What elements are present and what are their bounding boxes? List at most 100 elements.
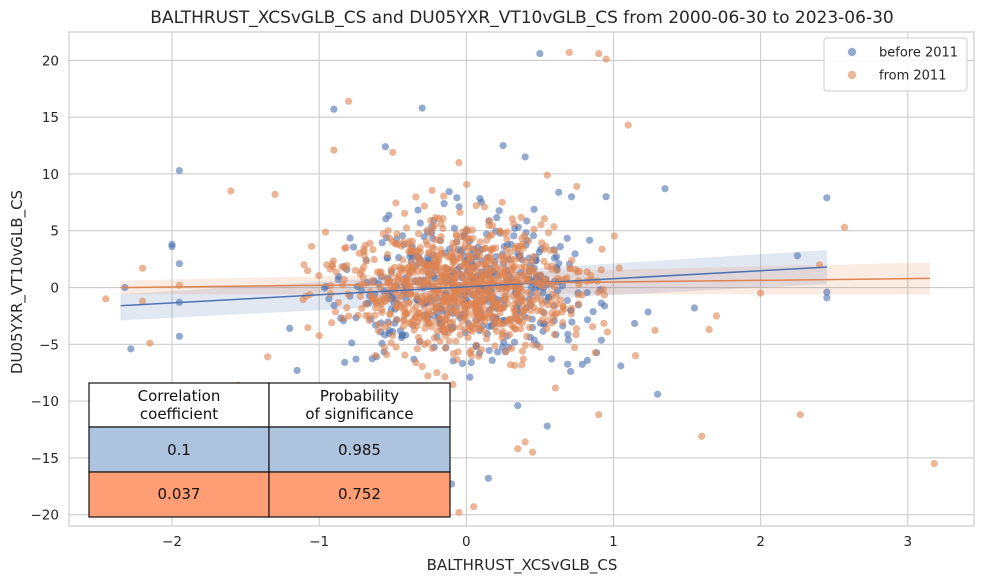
point-before-2011 [536, 49, 544, 58]
point-from-2011 [406, 248, 415, 256]
point-from-2011 [631, 352, 640, 360]
point-before-2011 [555, 188, 563, 196]
point-from-2011 [399, 322, 407, 331]
y-tick-label: −5 [39, 337, 59, 353]
point-from-2011 [480, 203, 488, 211]
point-before-2011 [175, 332, 183, 340]
point-from-2011 [567, 310, 575, 318]
point-from-2011 [445, 337, 453, 345]
point-from-2011 [494, 265, 502, 273]
point-from-2011 [439, 325, 447, 334]
point-before-2011 [530, 205, 538, 213]
point-from-2011 [583, 268, 591, 276]
table-value-before-2011-probability: 0.985 [338, 441, 381, 459]
table-cell-from-2011-correlation [88, 471, 270, 518]
point-from-2011 [502, 286, 510, 294]
y-tick-label: 10 [42, 167, 59, 183]
point-from-2011 [482, 335, 491, 343]
point-from-2011 [439, 224, 447, 233]
point-from-2011 [449, 239, 457, 247]
point-from-2011 [441, 294, 450, 302]
point-before-2011 [349, 243, 358, 251]
point-before-2011 [823, 294, 831, 302]
point-from-2011 [524, 271, 533, 279]
point-from-2011 [396, 263, 404, 271]
point-from-2011 [413, 345, 421, 353]
point-from-2011 [540, 215, 549, 223]
point-from-2011 [566, 264, 574, 273]
point-from-2011 [334, 298, 342, 307]
point-from-2011 [461, 304, 469, 312]
x-tick-label: −1 [309, 534, 329, 550]
point-from-2011 [930, 459, 938, 468]
point-before-2011 [589, 308, 597, 316]
table-header-line: Correlation [138, 387, 221, 405]
point-from-2011 [300, 261, 308, 269]
point-from-2011 [430, 334, 438, 342]
point-from-2011 [413, 294, 421, 302]
point-from-2011 [549, 302, 557, 310]
point-from-2011 [554, 274, 562, 283]
point-before-2011 [488, 356, 496, 365]
point-from-2011 [383, 350, 391, 359]
point-from-2011 [568, 304, 576, 312]
point-before-2011 [529, 231, 538, 240]
point-from-2011 [559, 302, 567, 310]
point-from-2011 [441, 270, 449, 278]
point-from-2011 [454, 311, 463, 320]
point-from-2011 [387, 339, 395, 347]
point-from-2011 [328, 319, 336, 327]
point-before-2011 [346, 234, 354, 242]
point-before-2011 [381, 331, 389, 339]
point-from-2011 [474, 260, 482, 268]
point-before-2011 [823, 194, 831, 202]
point-from-2011 [424, 372, 432, 380]
point-from-2011 [472, 202, 480, 210]
y-tick-label: 0 [50, 281, 59, 297]
point-from-2011 [465, 255, 473, 264]
point-from-2011 [453, 356, 461, 364]
point-from-2011 [551, 384, 560, 392]
point-before-2011 [168, 240, 176, 248]
point-from-2011 [544, 229, 553, 237]
point-from-2011 [405, 263, 413, 271]
point-from-2011 [362, 257, 370, 265]
point-from-2011 [511, 244, 519, 252]
point-before-2011 [583, 316, 592, 324]
point-from-2011 [481, 244, 489, 253]
point-from-2011 [481, 329, 489, 337]
point-from-2011 [574, 300, 582, 308]
point-before-2011 [175, 166, 183, 175]
point-from-2011 [427, 229, 435, 237]
point-from-2011 [502, 347, 510, 356]
point-from-2011 [431, 213, 440, 222]
point-before-2011 [555, 260, 563, 268]
point-from-2011 [463, 269, 471, 277]
stats-table: Correlation coefficient Probability of sig… [88, 382, 451, 518]
point-from-2011 [595, 411, 603, 419]
point-from-2011 [342, 243, 350, 252]
point-before-2011 [567, 193, 576, 201]
point-from-2011 [315, 272, 323, 280]
point-before-2011 [563, 296, 571, 305]
point-from-2011 [796, 411, 804, 419]
point-from-2011 [519, 244, 527, 252]
point-from-2011 [449, 264, 457, 272]
point-from-2011 [505, 330, 514, 339]
point-from-2011 [519, 355, 527, 363]
dense-point-cloud [299, 180, 659, 392]
point-before-2011 [382, 215, 390, 223]
point-from-2011 [503, 235, 511, 243]
point-from-2011 [440, 192, 448, 200]
point-before-2011 [453, 194, 461, 202]
point-from-2011 [383, 250, 392, 259]
point-from-2011 [264, 353, 272, 361]
point-before-2011 [564, 360, 572, 368]
point-before-2011 [341, 358, 349, 366]
point-from-2011 [473, 341, 481, 349]
point-from-2011 [498, 198, 506, 206]
point-from-2011 [533, 271, 541, 280]
point-from-2011 [503, 228, 511, 236]
table-header-line: Probability [320, 387, 399, 405]
point-from-2011 [475, 352, 483, 360]
